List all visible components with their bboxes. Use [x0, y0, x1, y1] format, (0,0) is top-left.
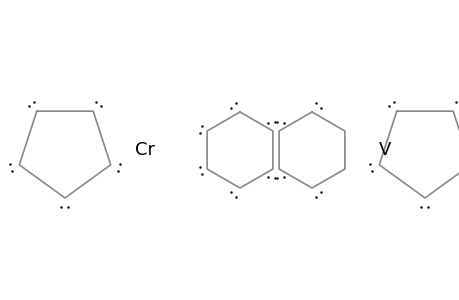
- Text: V: V: [378, 141, 390, 159]
- Text: Cr: Cr: [134, 141, 155, 159]
